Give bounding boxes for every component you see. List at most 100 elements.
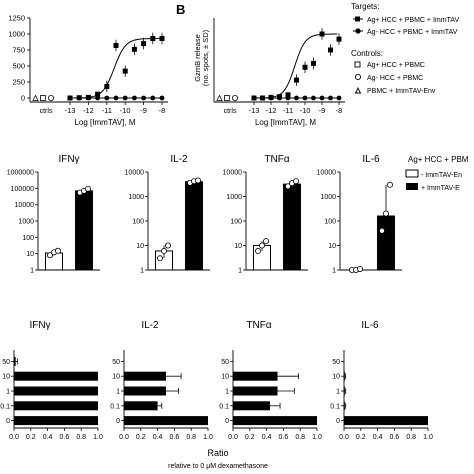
data-point	[85, 185, 92, 192]
point-negative	[113, 95, 119, 101]
y-tick-label: 100	[132, 219, 144, 226]
x-tick-label: 0.8	[76, 434, 86, 441]
point-positive	[85, 94, 91, 100]
x-tick-label: 0.2	[245, 434, 255, 441]
y-tick-label: 1	[116, 389, 120, 396]
x-tick-label: -13	[65, 106, 76, 115]
fit-curve	[254, 33, 338, 99]
legend-marker-triangle-open	[354, 86, 362, 94]
bar-plus	[283, 183, 301, 271]
chart-title: TNFα	[246, 320, 271, 331]
y-tick-label: 250	[12, 78, 25, 87]
data-point	[254, 247, 261, 254]
x-axis-label: Log [ImmTAV], M	[255, 118, 316, 127]
x-tick-label: 0.6	[170, 434, 180, 441]
point-negative	[294, 95, 299, 101]
bar	[344, 386, 345, 396]
y-tick-label: 0.1	[110, 403, 120, 410]
bar	[344, 371, 345, 381]
x-tick-label: -8	[159, 106, 166, 115]
x-tick-label: 0.2	[356, 434, 366, 441]
y-tick-label: 0.1	[0, 403, 10, 410]
y-tick-label: 1000000	[7, 170, 34, 177]
x-tick-label: 0.4	[373, 434, 383, 441]
data-point	[258, 242, 265, 249]
x-tick-label: -10	[300, 106, 311, 115]
bar	[344, 416, 428, 426]
y-tick-label: 50	[221, 359, 229, 366]
data-point	[47, 252, 54, 259]
y-tick-label: 1	[30, 268, 34, 275]
y-axis-label: GzmB release	[193, 34, 202, 82]
x-tick-label: 0.0	[119, 434, 129, 441]
point-positive	[150, 35, 156, 41]
data-point	[160, 247, 167, 254]
y-axis-label: (no. spots, ± SD)	[201, 29, 210, 86]
bar	[14, 356, 16, 366]
x-tick-label: 0.8	[186, 434, 196, 441]
point-positive	[302, 64, 308, 70]
x-tick-label: 0.8	[295, 434, 305, 441]
data-point	[284, 183, 291, 190]
y-tick-label: 1	[336, 389, 340, 396]
legend-control-3: PBMC + ImmTAV-Env	[367, 88, 436, 95]
y-tick-label: 1	[140, 268, 144, 275]
log-bar-chart-IFNγ: IFNγ 1 10 100 1000 10000 100000 1000000	[7, 154, 100, 275]
legend-targets-title: Targets:	[351, 2, 379, 11]
y-tick-label: 10	[112, 374, 120, 381]
panel-b-dose-response: -13 -12 -11 -10 -9 -8 ctrls Log [ImmTAV], M GzmB…	[193, 18, 345, 127]
y-tick-label: 0	[116, 418, 120, 425]
data-point	[55, 247, 62, 254]
x-tick-label: -9	[140, 106, 147, 115]
log-bar-chart-IL-6: IL-6 1 10 100 1000 10000	[317, 154, 402, 275]
legend-mid-swatch-open	[405, 169, 419, 178]
chart-title: IL-6	[362, 154, 380, 165]
point-negative	[132, 95, 137, 101]
x-tick-label: -10	[120, 106, 131, 115]
y-tick-label: 1000	[226, 194, 242, 201]
point-positive	[251, 95, 257, 101]
bottom-xlabel: Ratio	[207, 448, 228, 458]
legend-marker-square-open	[354, 61, 361, 68]
y-tick-label: 10	[332, 374, 340, 381]
point-positive	[285, 92, 291, 98]
y-tick-label: 100	[22, 235, 34, 242]
bar	[14, 416, 98, 426]
point-positive	[122, 68, 128, 74]
chart-title: IL-6	[361, 320, 379, 331]
data-point	[156, 255, 163, 262]
point-positive	[328, 47, 333, 53]
point-positive	[113, 43, 119, 49]
x-tick-label: 1.0	[423, 434, 433, 441]
x-axis-label: Log [ImmTAV], M	[74, 118, 135, 127]
control-marker-circle	[48, 95, 55, 102]
data-point	[386, 181, 393, 188]
legend-top: Targets: Ag+ HCC + PBMC + ImmTAV Ag- HCC…	[351, 2, 459, 95]
bar-plus	[75, 190, 93, 271]
point-positive	[277, 94, 282, 100]
x-tick-label: 0.6	[60, 434, 70, 441]
bar	[233, 416, 317, 426]
data-point	[194, 177, 201, 184]
bar	[124, 401, 158, 411]
point-positive	[95, 91, 101, 97]
y-tick-label: 1000	[8, 30, 25, 39]
point-positive	[67, 95, 73, 101]
bar	[14, 371, 98, 381]
bar	[14, 386, 98, 396]
data-point	[164, 242, 171, 249]
legend-control-1: Ag+ HCC + PBMC	[367, 62, 425, 69]
y-tick-label: 0.1	[219, 403, 229, 410]
y-tick-label: 10000	[223, 170, 243, 177]
x-tick-label: -9	[319, 106, 326, 115]
x-ctrls-label: ctrls	[40, 108, 53, 115]
y-tick-label: 10	[26, 251, 34, 258]
y-tick-label: 1250	[8, 14, 25, 23]
point-positive	[294, 77, 299, 83]
control-marker-square	[224, 95, 230, 101]
chart-title: IL-2	[141, 320, 159, 331]
log-bar-chart-TNFα: TNFα 1 10 100 1000 10000	[223, 154, 308, 275]
legend-mid-item-2: + ImmTAV-E	[421, 185, 460, 192]
legend-controls-title: Controls:	[351, 49, 383, 58]
